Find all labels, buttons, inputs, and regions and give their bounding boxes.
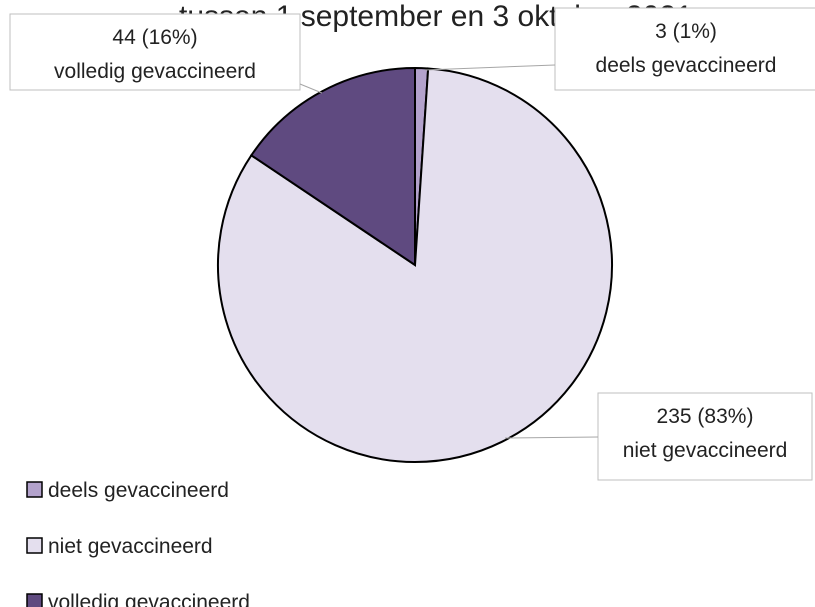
pie-slice (249, 66, 416, 267)
data-label-name: niet gevaccineerd (623, 439, 788, 462)
data-label-name: deels gevaccineerd (596, 54, 777, 77)
label-box (597, 392, 813, 481)
data-label: 235 (83%) (657, 405, 754, 428)
legend-label: niet gevaccineerd (48, 535, 213, 558)
legend-swatch (26, 537, 43, 554)
leader-line (299, 83, 323, 94)
legend-label: deels gevaccineerd (48, 479, 229, 502)
leader-line (504, 436, 599, 439)
label-box (9, 13, 301, 91)
data-label: 3 (1%) (655, 20, 717, 43)
data-label-name: volledig gevaccineerd (54, 60, 256, 83)
leader-line (424, 64, 556, 71)
data-label: 44 (16%) (112, 26, 197, 49)
legend-label: volledig gevaccineerd (48, 591, 250, 607)
legend-swatch (26, 481, 43, 498)
label-box (554, 7, 815, 91)
legend-swatch (26, 593, 43, 607)
